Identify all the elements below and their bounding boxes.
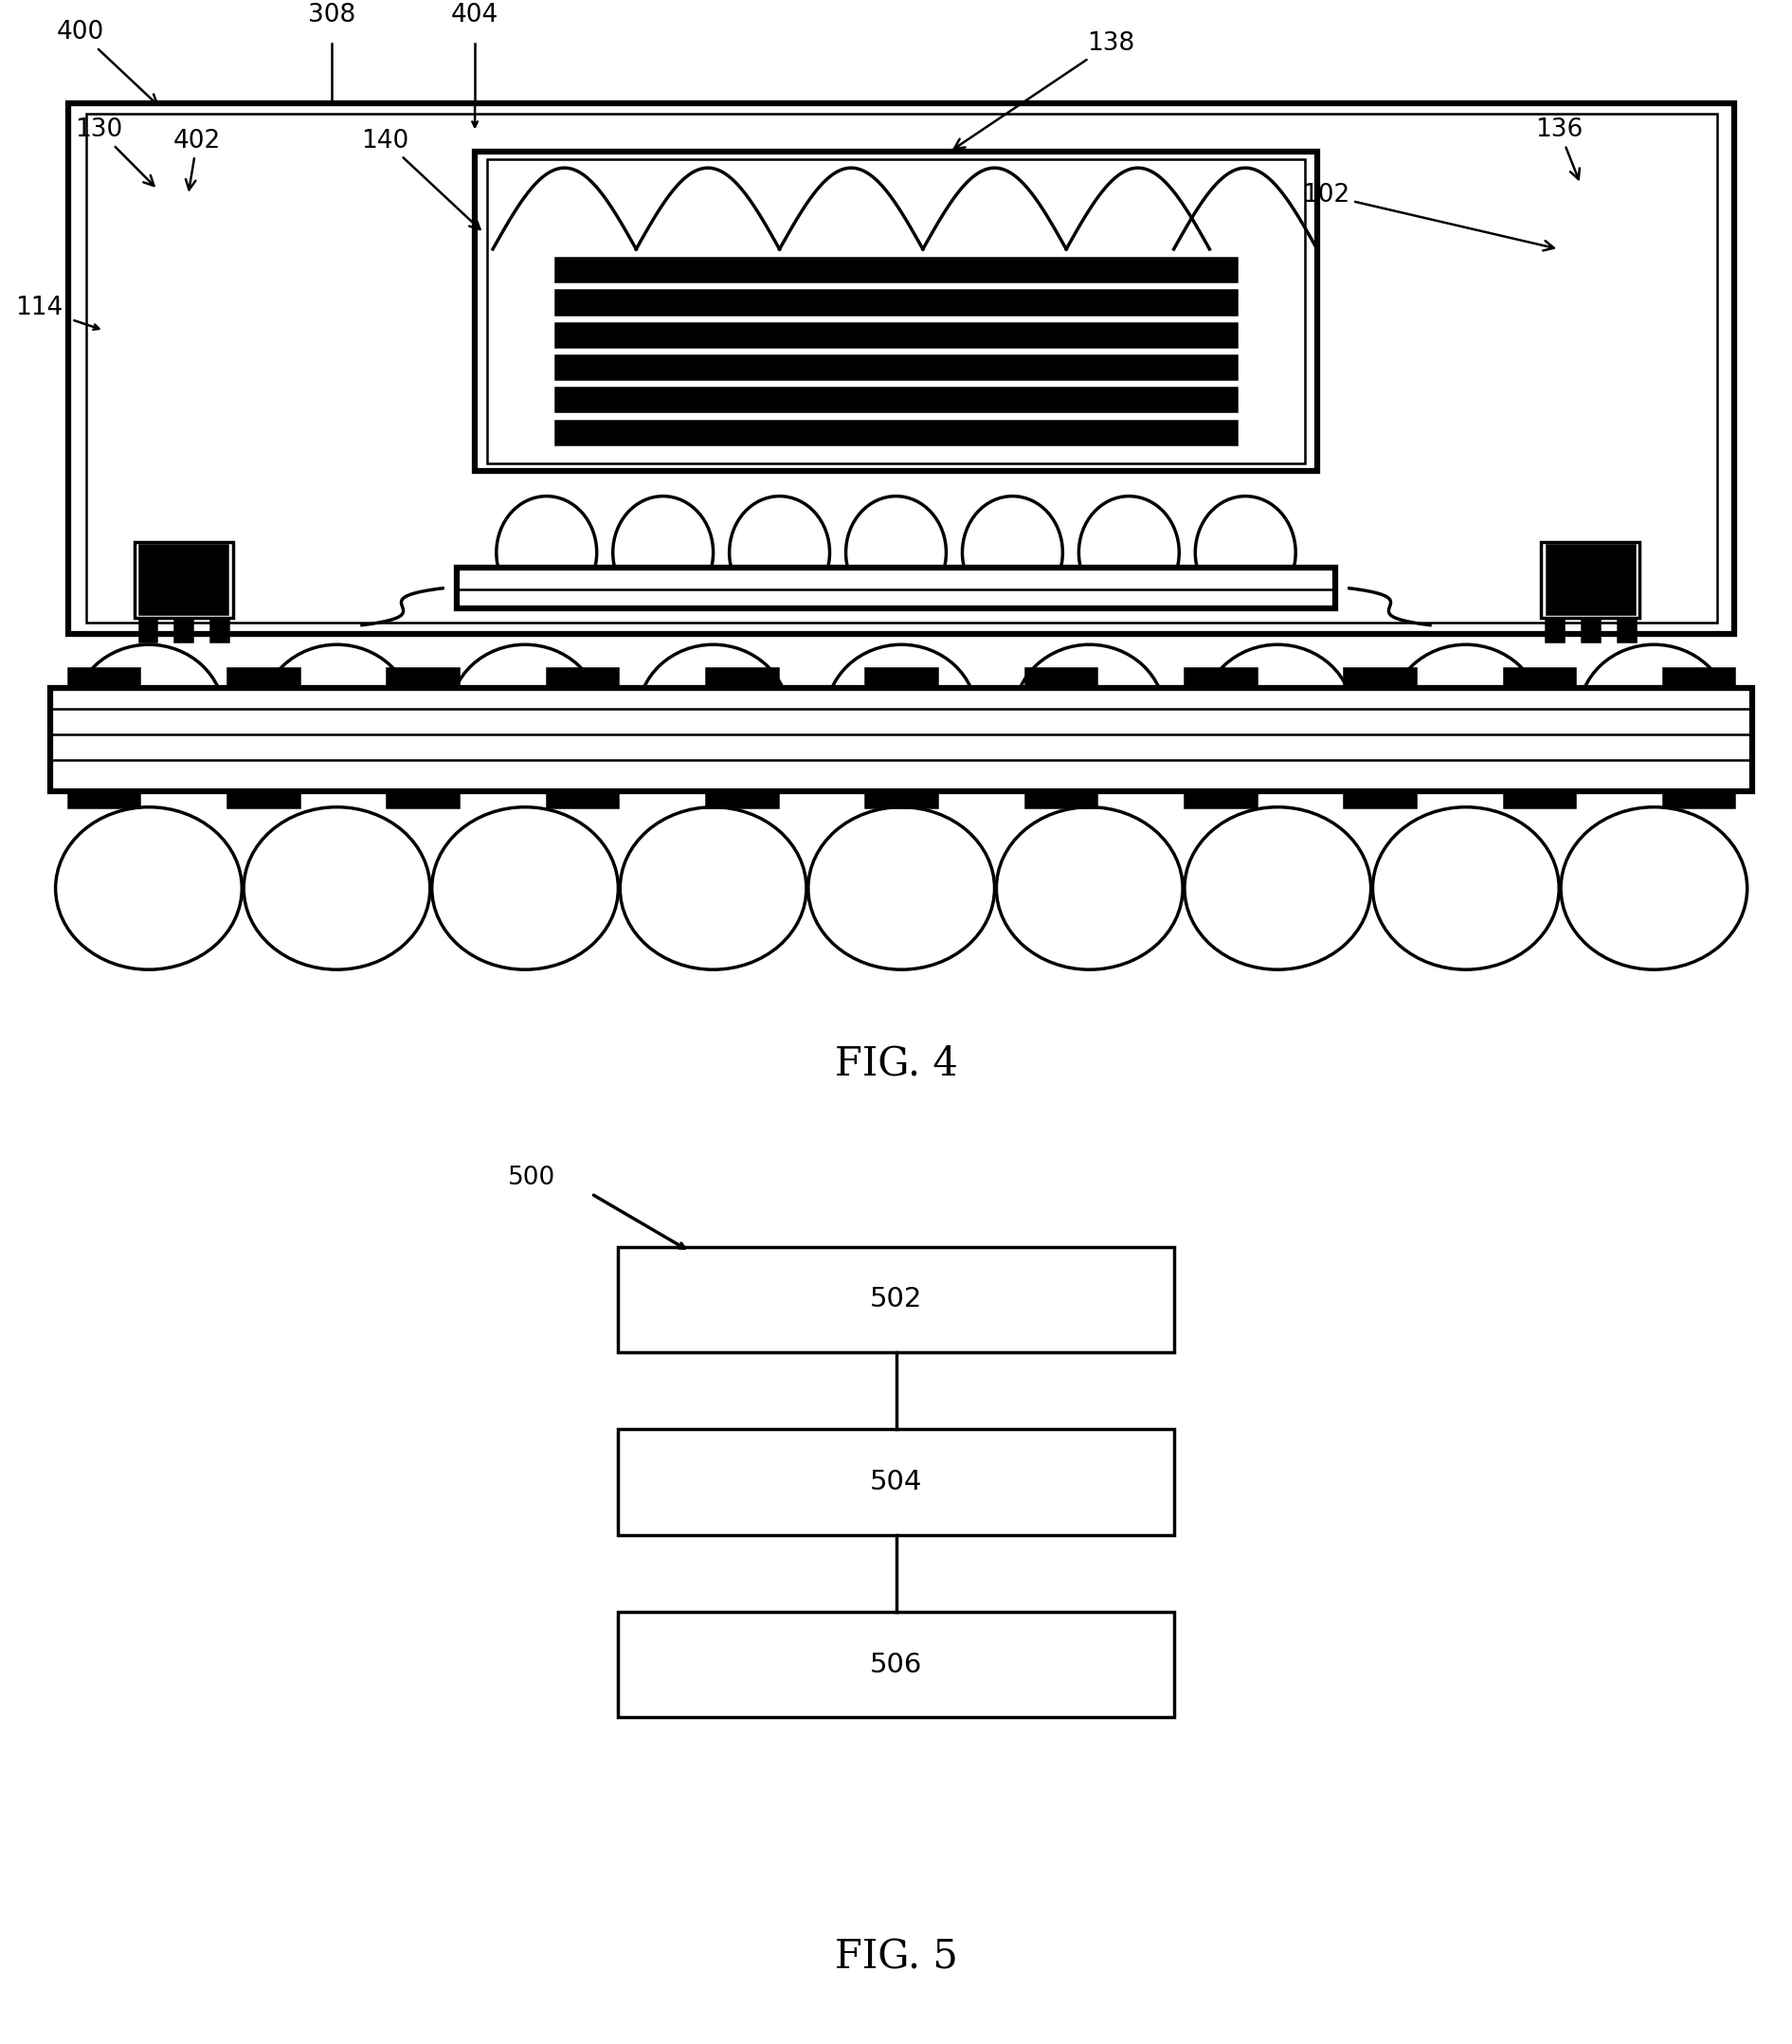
Text: 130: 130 — [75, 119, 154, 186]
Text: 502: 502 — [869, 1286, 923, 1312]
Text: 500: 500 — [507, 1165, 556, 1190]
Bar — [228, 668, 299, 689]
Bar — [68, 791, 140, 807]
Text: 506: 506 — [869, 1652, 923, 1678]
Text: 136: 136 — [1536, 119, 1582, 180]
Text: 308: 308 — [308, 2, 355, 27]
Bar — [1025, 791, 1097, 807]
Bar — [140, 617, 158, 642]
Bar — [68, 668, 140, 689]
Text: 140: 140 — [362, 129, 480, 229]
Bar — [387, 791, 459, 807]
Bar — [1344, 791, 1416, 807]
Text: FIG. 5: FIG. 5 — [835, 1938, 957, 1977]
Bar — [1503, 791, 1575, 807]
Bar — [176, 617, 194, 642]
Bar — [134, 542, 233, 617]
Bar — [86, 114, 1717, 623]
Bar — [618, 1247, 1174, 1353]
Bar — [1663, 668, 1735, 689]
Bar — [866, 791, 937, 807]
Text: 400: 400 — [57, 20, 158, 104]
Bar — [1185, 668, 1256, 689]
Bar — [457, 568, 1335, 609]
Bar — [866, 668, 937, 689]
Bar — [1503, 668, 1575, 689]
Bar — [1581, 617, 1598, 642]
Text: FIG. 4: FIG. 4 — [835, 1044, 957, 1083]
Bar — [50, 689, 1753, 791]
Bar — [211, 617, 229, 642]
Bar — [1344, 668, 1416, 689]
Bar — [1545, 617, 1563, 642]
Text: 404: 404 — [452, 2, 498, 27]
Text: 504: 504 — [869, 1470, 923, 1496]
Bar — [547, 668, 618, 689]
Text: 402: 402 — [174, 129, 220, 190]
Text: 114: 114 — [16, 294, 63, 319]
Bar — [68, 102, 1735, 634]
Bar — [618, 1611, 1174, 1717]
Bar — [1663, 791, 1735, 807]
Bar — [1185, 791, 1256, 807]
Bar — [556, 323, 1236, 347]
Bar — [556, 258, 1236, 282]
Bar — [706, 668, 778, 689]
Bar — [1025, 668, 1097, 689]
Bar — [556, 356, 1236, 380]
Bar — [487, 159, 1305, 464]
Bar — [1546, 546, 1634, 615]
Bar — [547, 791, 618, 807]
Bar — [140, 546, 228, 615]
Bar — [706, 791, 778, 807]
Bar — [1541, 542, 1640, 617]
Bar — [556, 388, 1236, 411]
Text: 102: 102 — [1303, 182, 1554, 251]
Bar — [387, 668, 459, 689]
Bar — [556, 290, 1236, 315]
Bar — [475, 151, 1317, 472]
Text: 138: 138 — [953, 31, 1134, 149]
Bar — [556, 421, 1236, 444]
Bar — [1618, 617, 1636, 642]
Bar — [228, 791, 299, 807]
Bar — [618, 1429, 1174, 1535]
